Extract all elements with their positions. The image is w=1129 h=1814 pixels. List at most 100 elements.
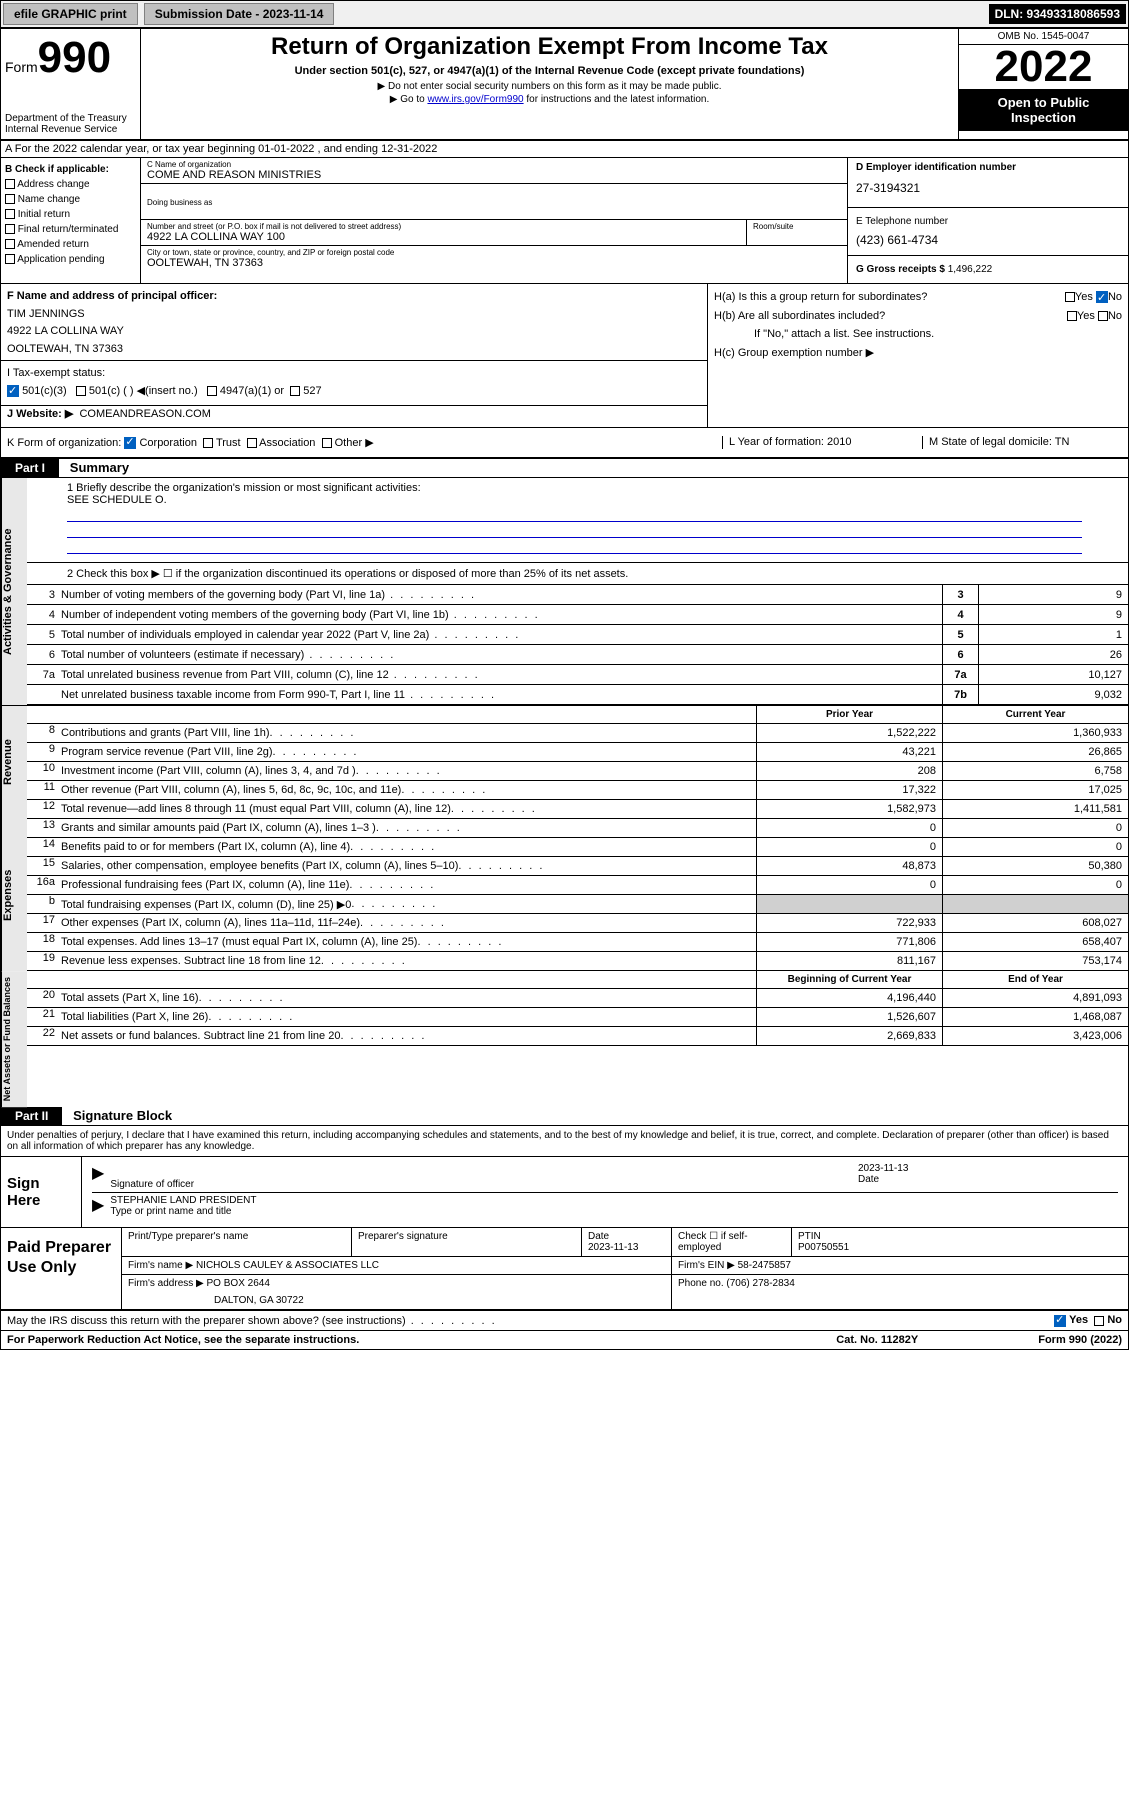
chk-address-change[interactable] [5, 179, 15, 189]
paid-preparer-block: Paid Preparer Use Only Print/Type prepar… [1, 1228, 1128, 1311]
line-num: 22 [27, 1027, 61, 1045]
opt-amended: Amended return [17, 239, 89, 250]
chk-amended[interactable] [5, 239, 15, 249]
line-text: Program service revenue (Part VIII, line… [61, 743, 756, 761]
k-trust: Trust [216, 437, 241, 449]
netassets-section: Net Assets or Fund Balances Beginning of… [1, 971, 1128, 1107]
prep-selfemp-hdr: Check ☐ if self-employed [672, 1228, 792, 1256]
note-link-post: for instructions and the latest informat… [524, 94, 710, 105]
summary-line: 22Net assets or fund balances. Subtract … [27, 1027, 1128, 1046]
footer-left: For Paperwork Reduction Act Notice, see … [7, 1334, 359, 1346]
b-lead: B Check if applicable: [5, 164, 109, 175]
efile-print-button[interactable]: efile GRAPHIC print [3, 3, 138, 25]
form-prefix: Form [5, 59, 38, 75]
header-mid: Return of Organization Exempt From Incom… [141, 29, 958, 139]
firm-phone: (706) 278-2834 [726, 1278, 794, 1289]
chk-527[interactable] [290, 386, 300, 396]
form-990-page: Form990 Department of the Treasury Inter… [0, 28, 1129, 1350]
f-officer-addr2: OOLTEWAH, TN 37363 [1, 341, 707, 362]
prior-year-value: 771,806 [756, 933, 942, 951]
line-text: Revenue less expenses. Subtract line 18 … [61, 952, 756, 970]
f-officer-name: TIM JENNINGS [7, 306, 701, 324]
line-text: Net unrelated business taxable income fr… [61, 687, 942, 703]
line-text: Total liabilities (Part X, line 26) [61, 1008, 756, 1026]
summary-line: 6Total number of volunteers (estimate if… [27, 645, 1128, 665]
current-year-value: 26,865 [942, 743, 1128, 761]
expenses-tab: Expenses [1, 819, 27, 971]
prior-year-value: 1,526,607 [756, 1008, 942, 1026]
open-to-public-badge: Open to Public Inspection [959, 89, 1128, 131]
line-value: 10,127 [978, 665, 1128, 684]
chk-initial-return[interactable] [5, 209, 15, 219]
top-toolbar: efile GRAPHIC print Submission Date - 20… [0, 0, 1129, 28]
line-num: 16a [27, 876, 61, 894]
prior-year-value: 811,167 [756, 952, 942, 970]
chk-may-yes[interactable] [1054, 1315, 1066, 1327]
i-501c3: 501(c)(3) [22, 385, 67, 397]
current-year-value: 4,891,093 [942, 989, 1128, 1007]
chk-assoc[interactable] [247, 438, 257, 448]
line-cellnum: 7a [942, 665, 978, 684]
current-year-value: 0 [942, 819, 1128, 837]
chk-may-no[interactable] [1094, 1316, 1104, 1326]
form-subtitle: Under section 501(c), 527, or 4947(a)(1)… [145, 65, 954, 77]
mission-line [67, 526, 1082, 538]
opt-final-return: Final return/terminated [18, 224, 119, 235]
chk-corp[interactable] [124, 437, 136, 449]
chk-trust[interactable] [203, 438, 213, 448]
current-year-value: 753,174 [942, 952, 1128, 970]
i-4947a1: 4947(a)(1) or [220, 385, 284, 397]
line-num: 12 [27, 800, 61, 818]
chk-hb-yes[interactable] [1067, 311, 1077, 321]
line-value: 9,032 [978, 685, 1128, 704]
ptin-hdr: PTIN [798, 1231, 821, 1242]
chk-4947a1[interactable] [207, 386, 217, 396]
fhjk-right: H(a) Is this a group return for subordin… [708, 284, 1128, 427]
chk-ha-yes[interactable] [1065, 292, 1075, 302]
chk-ha-no[interactable] [1096, 291, 1108, 303]
chk-other[interactable] [322, 438, 332, 448]
form-title: Return of Organization Exempt From Incom… [145, 33, 954, 61]
org-name: COME AND REASON MINISTRIES [147, 169, 841, 181]
current-year-value: 1,360,933 [942, 724, 1128, 742]
line-text: Number of independent voting members of … [61, 607, 942, 623]
netassets-tab: Net Assets or Fund Balances [1, 971, 27, 1107]
g-receipts-value: 1,496,222 [948, 264, 993, 275]
current-year-value: 50,380 [942, 857, 1128, 875]
column-d-e-g: D Employer identification number27-31943… [848, 158, 1128, 283]
chk-final-return[interactable] [5, 224, 15, 234]
line-text: Number of voting members of the governin… [61, 587, 942, 603]
line-text: Total assets (Part X, line 16) [61, 989, 756, 1007]
org-city: OOLTEWAH, TN 37363 [147, 257, 841, 269]
prior-year-value: 722,933 [756, 914, 942, 932]
prior-year-value: 1,582,973 [756, 800, 942, 818]
prior-year-value: 48,873 [756, 857, 942, 875]
chk-501c[interactable] [76, 386, 86, 396]
col-end-year: End of Year [942, 971, 1128, 988]
chk-name-change[interactable] [5, 194, 15, 204]
chk-501c3[interactable] [7, 385, 19, 397]
current-year-value: 17,025 [942, 781, 1128, 799]
e-tel-value: (423) 661-4734 [856, 227, 1120, 247]
may-irs-discuss-row: May the IRS discuss this return with the… [1, 1311, 1128, 1329]
chk-app-pending[interactable] [5, 254, 15, 264]
irs-form990-link[interactable]: www.irs.gov/Form990 [427, 94, 523, 105]
arrow-icon: ▶ [92, 1163, 110, 1190]
prior-year-value: 0 [756, 819, 942, 837]
chk-hb-no[interactable] [1098, 311, 1108, 321]
summary-line: Net unrelated business taxable income fr… [27, 685, 1128, 705]
revenue-section: Revenue Prior YearCurrent Year 8Contribu… [1, 705, 1128, 819]
summary-line: 4Number of independent voting members of… [27, 605, 1128, 625]
line-value: 26 [978, 645, 1128, 664]
k-label: K Form of organization: [7, 437, 121, 449]
activities-tab: Activities & Governance [1, 478, 27, 705]
summary-line: 10Investment income (Part VIII, column (… [27, 762, 1128, 781]
summary-line: 19Revenue less expenses. Subtract line 1… [27, 952, 1128, 971]
footer-formno: Form 990 (2022) [1038, 1334, 1122, 1346]
e-tel-label: E Telephone number [856, 216, 1120, 227]
expenses-section: Expenses 13Grants and similar amounts pa… [1, 819, 1128, 971]
firm-name: NICHOLS CAULEY & ASSOCIATES LLC [196, 1260, 379, 1271]
line-num: 6 [27, 649, 61, 661]
m-state-domicile: M State of legal domicile: TN [922, 436, 1122, 449]
note-ssn: ▶ Do not enter social security numbers o… [145, 81, 954, 92]
